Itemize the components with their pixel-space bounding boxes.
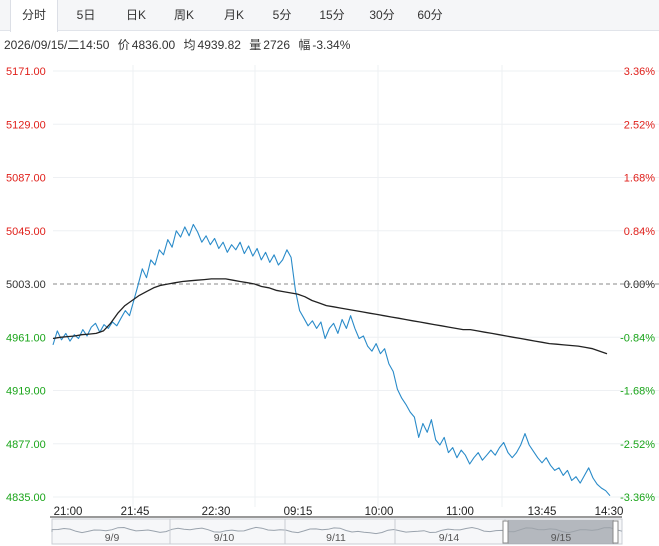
info-vol-label: 量 <box>249 38 262 52</box>
tab-0[interactable]: 分时 <box>10 0 58 32</box>
tab-4[interactable]: 月K <box>223 8 244 22</box>
tab-5[interactable]: 5分 <box>272 8 292 22</box>
x-tick-label: 21:45 <box>121 506 150 518</box>
navigator-date-label: 9/11 <box>326 532 346 544</box>
x-tick-label: 22:30 <box>202 506 231 518</box>
y-left-tick-label: 5129.00 <box>6 119 46 131</box>
info-avg: 4939.82 <box>197 38 241 52</box>
navigator-date-label: 9/10 <box>214 532 235 544</box>
y-right-tick-label: -3.36% <box>620 492 655 504</box>
x-tick-label: 14:30 <box>595 506 624 518</box>
navigator-date-label: 9/15 <box>551 532 572 544</box>
y-right-tick-label: -0.84% <box>620 332 655 344</box>
tab-6[interactable]: 15分 <box>319 8 345 22</box>
y-left-tick-label: 5087.00 <box>6 173 46 185</box>
y-right-tick-label: 0.00% <box>624 279 655 291</box>
tab-8[interactable]: 60分 <box>417 8 443 22</box>
price-line <box>52 223 611 497</box>
y-left-tick-label: 5171.00 <box>6 66 46 78</box>
info-price-label: 价 <box>117 38 130 52</box>
y-right-tick-label: 1.68% <box>624 173 655 185</box>
navigator-right-handle <box>612 520 619 544</box>
x-tick-label: 11:00 <box>446 506 474 518</box>
info-bar: 2026/09/15/二14:50 价 4836.00 均 4939.82 量 272… <box>4 36 355 53</box>
x-tick-label: 09:15 <box>284 506 313 518</box>
y-right-tick-label: -2.52% <box>620 439 655 451</box>
x-tick-label: 21:00 <box>54 506 83 518</box>
info-chg-label: 幅 <box>298 38 311 52</box>
info-chg: -3.34% <box>312 38 351 52</box>
y-left-tick-label: 5003.00 <box>6 279 46 291</box>
tab-2[interactable]: 日K <box>125 8 146 22</box>
navigator-date-label: 9/14 <box>439 532 460 544</box>
y-right-tick-label: -1.68% <box>620 386 655 398</box>
navigator-left-handle <box>502 520 509 544</box>
info-datetime: 2026/09/15/二14:50 <box>4 38 110 52</box>
y-right-tick-label: 2.52% <box>624 119 655 131</box>
x-tick-label: 13:45 <box>528 506 557 518</box>
tab-1[interactable]: 5日 <box>76 8 96 22</box>
info-vol: 2726 <box>263 38 290 52</box>
info-price: 4836.00 <box>131 38 176 52</box>
tab-7[interactable]: 30分 <box>369 8 395 22</box>
y-left-tick-label: 4835.00 <box>6 492 46 504</box>
x-tick-label: 10:00 <box>365 506 394 518</box>
y-right-tick-label: 3.36% <box>624 66 655 78</box>
period-tabs: 分时 5日 日K 周K 月K 5分 15分 30分 60分 <box>0 0 659 32</box>
y-left-tick-label: 4877.00 <box>6 439 46 451</box>
y-left-tick-label: 5045.00 <box>6 226 46 238</box>
average-line <box>52 278 608 355</box>
y-left-tick-label: 4919.00 <box>6 386 46 398</box>
info-avg-label: 均 <box>183 38 196 52</box>
navigator-range-window <box>508 520 614 544</box>
tab-3[interactable]: 周K <box>173 8 194 22</box>
y-left-tick-label: 4961.00 <box>6 332 46 344</box>
navigator-date-label: 9/9 <box>105 532 120 544</box>
y-right-tick-label: 0.84% <box>624 226 655 238</box>
